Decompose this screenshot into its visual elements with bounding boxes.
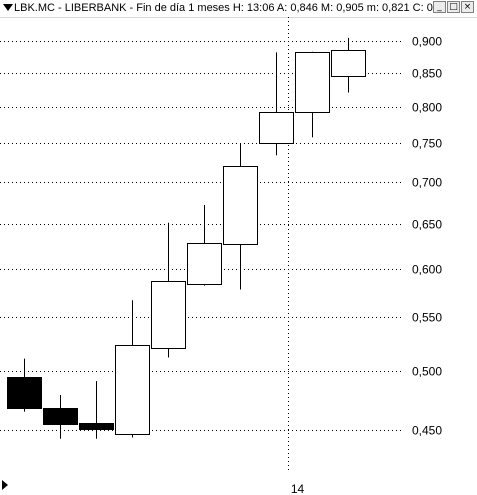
y-tick-label: 0,600 [412,263,442,277]
candle [295,51,330,138]
y-tick-label: 0,850 [412,67,442,81]
candle [259,52,294,156]
candle-body-down [7,377,42,409]
candle-body-up [187,243,222,285]
candles [7,37,366,439]
candle-body-down [79,423,114,430]
y-tick-label: 0,500 [412,365,442,379]
window-title: LBK.MC - LIBERBANK - Fin de día 1 meses … [14,2,434,14]
candle-body-up [331,50,366,77]
menu-triangle-icon[interactable] [3,4,13,11]
y-axis: 0,450 0,500 0,550 0,600 0,650 0,700 0,750 0,800… [412,35,442,438]
title-bar: LBK.MC - LIBERBANK - Fin de día 1 meses … [0,0,477,18]
y-tick-label: 0,900 [412,35,442,49]
candle-body-up [295,52,330,113]
candle [79,381,114,439]
y-tick-label: 0,550 [412,311,442,325]
candle [187,204,222,286]
y-tick-label: 0,750 [412,137,442,151]
candle-body-up [259,112,294,144]
candle [7,358,42,412]
candle-body-up [115,345,150,435]
candle-body-down [43,408,78,425]
minimize-button[interactable]: _ [433,1,446,13]
candle [115,300,150,438]
close-button[interactable]: × [461,1,474,13]
x-tick-label: 14 [291,482,305,495]
scroll-right-arrow-icon[interactable] [2,480,8,490]
candle-body-up [223,166,258,245]
candlestick-chart: 0,450 0,500 0,550 0,600 0,650 0,700 0,750 0,800… [0,17,442,495]
candle-body-up [151,281,186,349]
y-tick-label: 0,800 [412,101,442,115]
x-axis: 14 [291,482,305,495]
y-tick-label: 0,450 [412,424,442,438]
y-tick-label: 0,700 [412,176,442,190]
window-controls: _ □ × [433,1,474,13]
y-tick-label: 0,650 [412,218,442,232]
candle [43,394,78,439]
candle [151,222,186,358]
candle [223,143,258,290]
candle [331,37,366,93]
maximize-button[interactable]: □ [447,1,460,13]
